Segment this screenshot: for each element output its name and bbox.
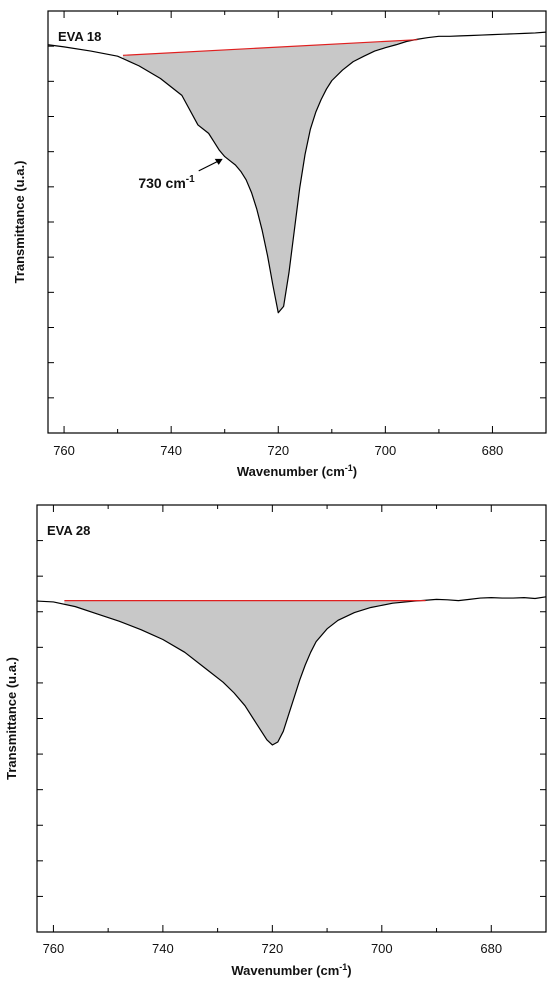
spectrum-line — [47, 31, 547, 314]
annotation-label: 730 cm-1 — [138, 174, 195, 191]
y-axis-title: Transmittance (u.a.) — [12, 161, 27, 284]
chart-panel-2: 760 740 720 700 680 EVA 28 Wavenumber (cm-1) Tr… — [4, 504, 547, 978]
annotation-arrowhead — [214, 158, 223, 165]
x-tick-label: 740 — [160, 443, 182, 458]
baseline-line — [122, 39, 418, 56]
integrated-area — [122, 39, 418, 313]
spectrum-line — [36, 596, 547, 746]
plot-frame — [36, 504, 547, 933]
x-tick-label: 760 — [43, 941, 65, 956]
x-tick-label: 700 — [371, 941, 393, 956]
panel-title: EVA 28 — [47, 523, 90, 538]
integrated-area — [64, 600, 426, 745]
x-tick-label: 680 — [482, 443, 504, 458]
x-tick-label: 700 — [375, 443, 397, 458]
x-axis-title: Wavenumber (cm-1) — [237, 463, 357, 479]
x-tick-label: 740 — [152, 941, 174, 956]
x-tick-label: 680 — [480, 941, 502, 956]
x-tick-label: 760 — [53, 443, 75, 458]
chart-panel-1: 760 740 720 700 680 EVA 18 Wavenumber (cm-1) Tr… — [12, 10, 547, 479]
x-axis-title: Wavenumber (cm-1) — [231, 962, 351, 978]
panel-title: EVA 18 — [58, 29, 101, 44]
y-axis-title: Transmittance (u.a.) — [4, 657, 19, 780]
x-tick-label: 720 — [267, 443, 289, 458]
x-tick-label: 720 — [261, 941, 283, 956]
